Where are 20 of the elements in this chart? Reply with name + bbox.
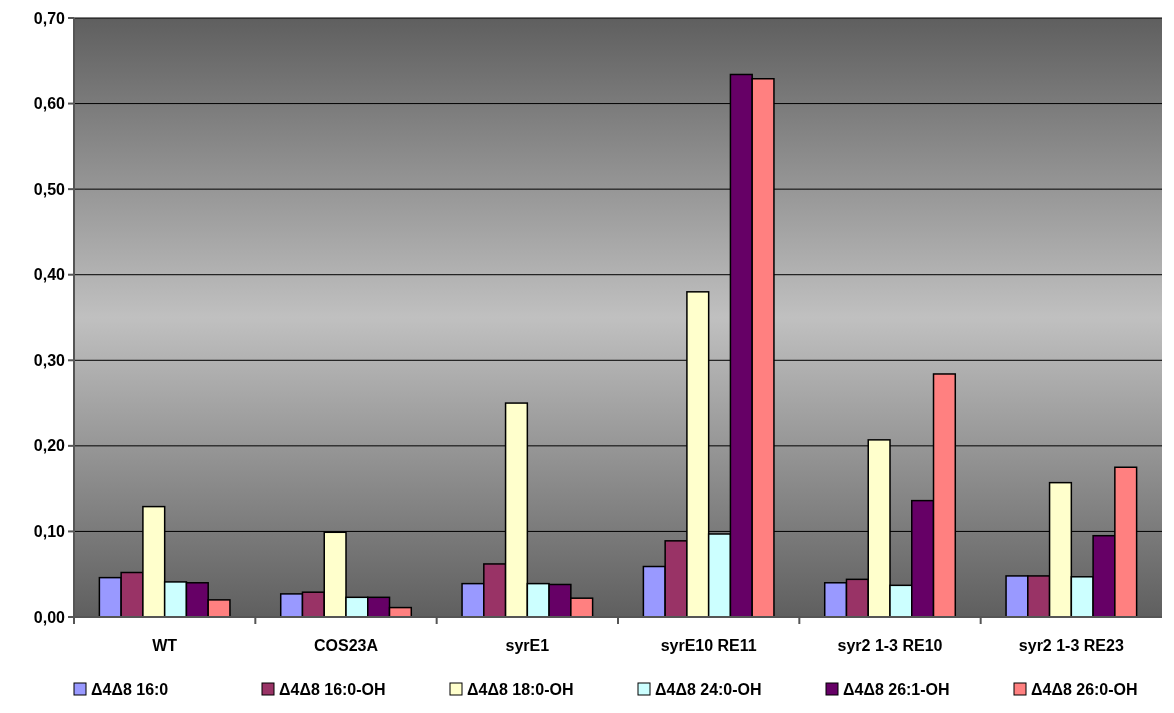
- x-tick-label: COS23A: [313, 637, 379, 654]
- y-tick-label: 0,00: [33, 608, 66, 626]
- y-tick-label: 0,10: [33, 523, 66, 541]
- y-tick-label: 0,30: [33, 351, 66, 369]
- legend-label: Δ4Δ8 24:0-OH: [655, 680, 762, 698]
- y-tick-label: 0,20: [33, 437, 66, 455]
- x-tick-label: syrE10 RE11: [660, 637, 757, 654]
- y-tick-label: 0,40: [33, 266, 66, 284]
- y-tick-label: 0,50: [33, 180, 66, 198]
- y-tick-label: 0,60: [33, 95, 66, 113]
- legend-label: Δ4Δ8 16:0: [91, 680, 169, 698]
- x-tick-label: syr2 1-3 RE10: [837, 637, 943, 654]
- x-tick-label: syr2 1-3 RE23: [1018, 637, 1124, 654]
- y-tick-label: 0,70: [33, 9, 66, 27]
- legend-label: Δ4Δ8 18:0-OH: [467, 680, 574, 698]
- x-tick-label: WT: [152, 637, 178, 654]
- legend-label: Δ4Δ8 26:1-OH: [843, 680, 950, 698]
- legend-label: Δ4Δ8 26:0-OH: [1031, 680, 1138, 698]
- x-tick-label: syrE1: [505, 637, 550, 654]
- legend-label: Δ4Δ8 16:0-OH: [279, 680, 386, 698]
